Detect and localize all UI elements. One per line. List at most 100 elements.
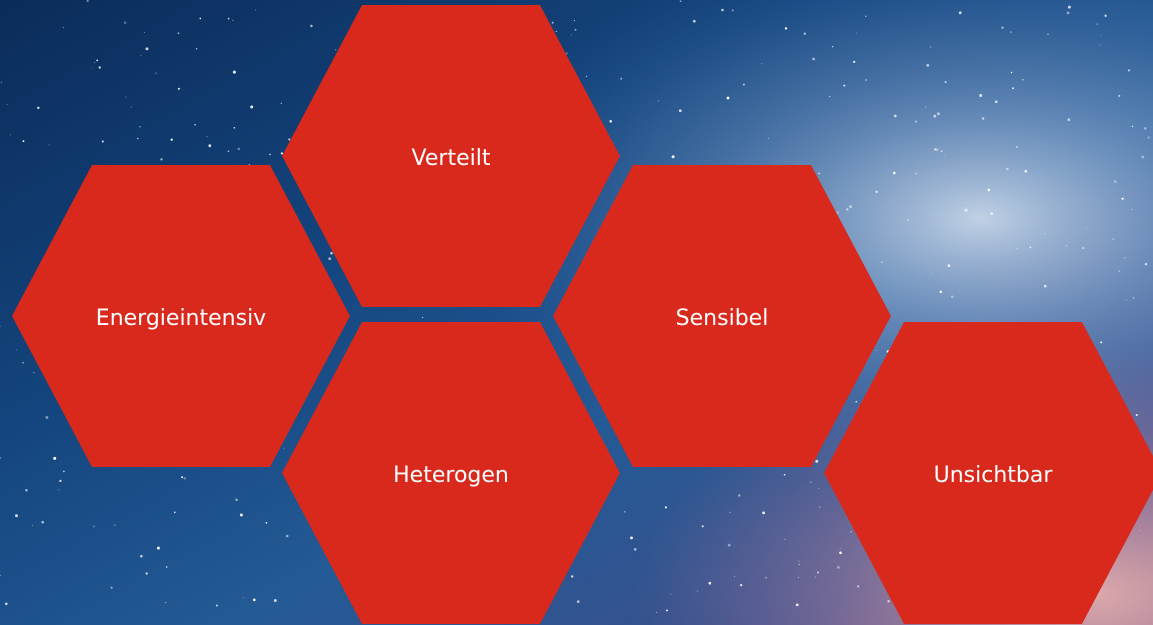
star <box>216 604 218 606</box>
star <box>702 525 704 527</box>
star <box>160 158 162 160</box>
star <box>1114 180 1117 183</box>
star <box>1010 31 1011 32</box>
star <box>1144 127 1146 129</box>
star <box>1131 209 1132 210</box>
star <box>730 512 731 513</box>
hexagon-label: Unsichtbar <box>934 463 1054 488</box>
star <box>124 21 127 24</box>
star <box>894 115 897 118</box>
star <box>178 32 180 34</box>
star <box>178 88 180 90</box>
star <box>1012 87 1014 89</box>
star <box>335 49 336 50</box>
star <box>1122 198 1124 200</box>
star <box>815 576 816 577</box>
star <box>818 488 819 489</box>
star <box>857 585 859 587</box>
star <box>670 594 671 595</box>
slide: VerteiltEnergieintensivHeterogenSensibel… <box>0 0 1153 625</box>
star <box>916 173 918 175</box>
star <box>853 61 855 63</box>
star <box>1126 299 1127 300</box>
star <box>1044 233 1046 235</box>
star <box>812 58 815 61</box>
star <box>1132 126 1133 127</box>
star <box>624 511 626 513</box>
star <box>137 138 139 140</box>
star <box>837 566 840 569</box>
star <box>665 506 667 508</box>
star <box>166 566 168 568</box>
star <box>799 564 800 565</box>
star <box>887 600 889 602</box>
star <box>855 401 857 403</box>
star <box>140 555 142 557</box>
star <box>721 9 724 12</box>
star <box>92 67 93 68</box>
star <box>1017 248 1018 249</box>
star <box>255 9 256 10</box>
star <box>925 107 926 108</box>
star <box>856 32 857 33</box>
star <box>810 482 811 483</box>
star <box>196 48 197 49</box>
star <box>41 521 44 524</box>
star <box>131 107 132 108</box>
star <box>876 191 878 193</box>
star <box>310 25 313 28</box>
star <box>818 173 820 175</box>
star <box>1133 297 1134 298</box>
star <box>253 599 256 602</box>
star <box>10 134 11 135</box>
star <box>93 526 94 527</box>
star <box>937 112 940 115</box>
star <box>1082 247 1084 249</box>
star <box>1047 34 1049 36</box>
star <box>829 96 830 97</box>
star <box>779 125 780 126</box>
star <box>16 350 17 351</box>
star <box>171 139 173 141</box>
star <box>634 548 637 551</box>
star <box>784 474 786 476</box>
star <box>915 120 917 122</box>
star <box>157 547 160 550</box>
star <box>114 525 115 526</box>
star <box>1100 35 1101 36</box>
star <box>1118 270 1120 272</box>
star <box>284 448 285 449</box>
star <box>243 597 244 598</box>
star <box>1030 247 1032 249</box>
star <box>1001 27 1003 29</box>
star <box>1068 6 1071 9</box>
star <box>907 219 909 221</box>
star <box>165 602 166 603</box>
star <box>1067 12 1070 15</box>
star <box>834 561 835 562</box>
star <box>330 252 333 255</box>
star <box>1141 156 1144 159</box>
star <box>1006 168 1008 170</box>
star <box>1148 136 1150 138</box>
star <box>233 71 236 74</box>
star <box>679 109 682 112</box>
star <box>235 499 237 501</box>
star <box>146 47 149 50</box>
hexagon-label: Heterogen <box>393 463 509 488</box>
star <box>238 148 241 151</box>
star <box>933 115 936 118</box>
star <box>1128 69 1130 71</box>
star <box>630 536 633 539</box>
star <box>990 212 993 215</box>
star <box>53 457 56 460</box>
star <box>738 494 741 497</box>
star <box>1100 341 1102 343</box>
star <box>865 79 867 81</box>
star <box>1087 227 1088 228</box>
star <box>233 127 235 129</box>
star <box>765 577 767 579</box>
star <box>33 372 34 373</box>
star <box>274 599 277 602</box>
star <box>1024 170 1027 173</box>
